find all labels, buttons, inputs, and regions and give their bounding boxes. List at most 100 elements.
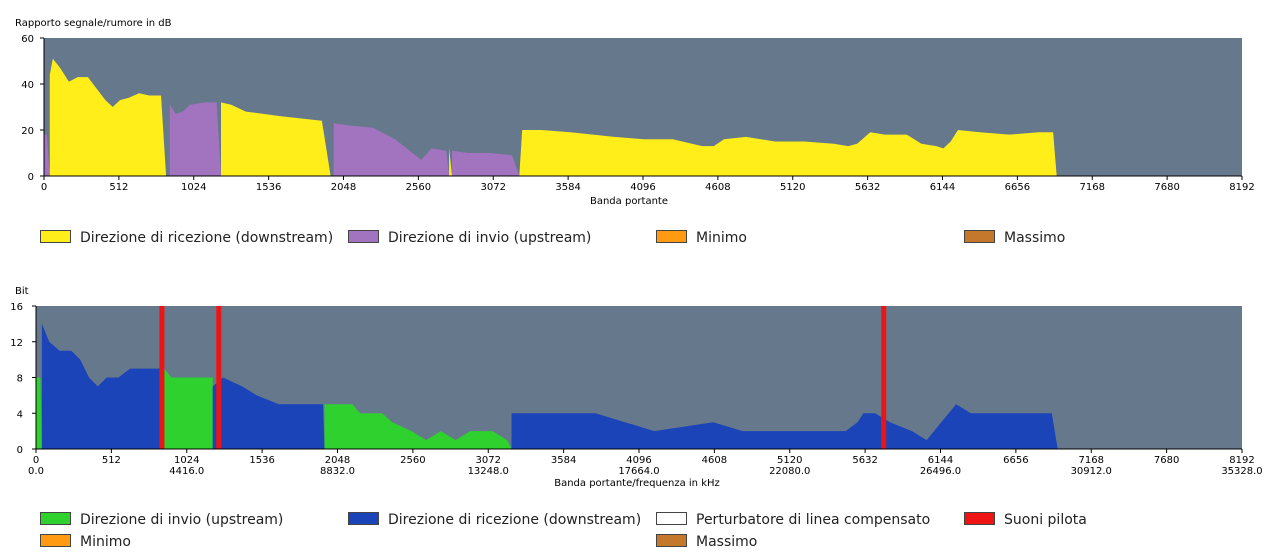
snr-legend-item-2: Minimo: [656, 230, 747, 246]
bit-x-tick-label: 0: [33, 455, 39, 466]
snr-legend-label-1: Direzione di invio (upstream): [388, 230, 591, 246]
bit-axes: 0 512 1024 1536 2048 2560 3072 3584 4096 4608 5120…: [10, 302, 1262, 477]
snr-y-tick-label: 60: [21, 34, 34, 45]
bit-x-tick-label: 1024: [174, 455, 199, 466]
snr-series-group: [44, 58, 1057, 177]
bit-x-freq-label: 8832.0: [320, 466, 355, 477]
snr-x-tick-label: 5632: [855, 182, 880, 193]
bit-x-tick-label: 7168: [1079, 455, 1104, 466]
bit-legend-item-5: Massimo: [656, 534, 757, 550]
bit-x-freq-label: 35328.0: [1221, 466, 1262, 477]
snr-legend-item-3: Massimo: [964, 230, 1065, 246]
bit-y-tick-label: 16: [10, 302, 23, 313]
bit-chart-title: Bit: [15, 286, 29, 297]
snr-legend-swatch-0: [40, 230, 71, 243]
snr-series-0-area-1: [221, 102, 331, 176]
bit-x-tick-label: 8192: [1229, 455, 1254, 466]
snr-series-1-area-0: [44, 134, 50, 176]
snr-series-0-area-3: [519, 130, 1057, 176]
bit-x-tick-label: 3584: [551, 455, 576, 466]
snr-legend-item-0: Direzione di ricezione (downstream): [40, 230, 333, 246]
snr-x-tick-label: 8192: [1229, 182, 1254, 193]
bit-x-tick-label: 3072: [476, 455, 501, 466]
bit-x-tick-label: 512: [102, 455, 121, 466]
snr-series-1-area-2: [333, 123, 450, 176]
bit-x-tick-label: 6656: [1003, 455, 1028, 466]
bit-x-freq-label: 26496.0: [920, 466, 961, 477]
snr-axes: 0 512 1024 1536 2048 2560 3072 3584 4096 4608 5120…: [21, 34, 1254, 193]
bit-y-tick-label: 4: [17, 409, 23, 420]
bit-y-tick-label: 8: [17, 374, 23, 385]
bit-legend-swatch-5: [656, 534, 687, 547]
snr-legend-item-1: Direzione di invio (upstream): [348, 230, 591, 246]
bit-series-0-area-2: [324, 404, 512, 449]
bit-legend-label-0: Direzione di invio (upstream): [80, 512, 283, 528]
bit-legend-label-5: Massimo: [696, 534, 757, 550]
snr-x-tick-label: 1024: [181, 182, 206, 193]
snr-x-tick-label: 2560: [406, 182, 431, 193]
snr-series-1-area-1: [169, 102, 221, 176]
snr-legend-swatch-1: [348, 230, 379, 243]
bit-legend-item-0: Direzione di invio (upstream): [40, 512, 283, 528]
bit-series-0-area-0: [36, 377, 42, 449]
bit-y-tick-label: 12: [10, 338, 23, 349]
snr-x-tick-label: 4608: [705, 182, 730, 193]
bit-legend-label-2: Perturbatore di linea compensato: [696, 512, 930, 528]
snr-legend-swatch-3: [964, 230, 995, 243]
snr-x-tick-label: 3072: [481, 182, 506, 193]
bit-legend-label-3: Suoni pilota: [1004, 512, 1087, 528]
bit-legend-item-1: Direzione di ricezione (downstream): [348, 512, 641, 528]
snr-series-0-area-0: [49, 58, 167, 177]
bit-legend-label-4: Minimo: [80, 534, 131, 550]
bit-legend-swatch-1: [348, 512, 379, 525]
snr-x-tick-label: 5120: [780, 182, 805, 193]
bit-legend-item-2: Perturbatore di linea compensato: [656, 512, 930, 528]
bit-series-1-area-2: [511, 404, 1058, 449]
snr-legend-label-2: Minimo: [696, 230, 747, 246]
snr-legend-swatch-2: [656, 230, 687, 243]
bit-xlabel: Banda portante/frequenza in kHz: [554, 478, 720, 489]
bit-legend-label-1: Direzione di ricezione (downstream): [388, 512, 641, 528]
bit-series-1-area-0: [41, 323, 165, 449]
pilot-tone-0: [159, 306, 165, 449]
snr-chart-title: Rapporto segnale/rumore in dB: [15, 18, 172, 29]
bit-x-tick-label: 5120: [777, 455, 802, 466]
snr-legend-label-0: Direzione di ricezione (downstream): [80, 230, 333, 246]
snr-chart: Rapporto segnale/rumore in dB 0 512 1024 15…: [15, 18, 1255, 246]
bit-legend-swatch-3: [964, 512, 995, 525]
bit-y-tick-label: 0: [17, 445, 23, 456]
bit-x-freq-label: 30912.0: [1071, 466, 1112, 477]
snr-x-tick-label: 0: [41, 182, 47, 193]
snr-x-tick-label: 2048: [331, 182, 356, 193]
snr-xlabel: Banda portante: [590, 196, 668, 207]
snr-x-tick-label: 3584: [555, 182, 580, 193]
bit-x-freq-label: 13248.0: [468, 466, 509, 477]
bit-legend-item-4: Minimo: [40, 534, 131, 550]
bit-legend-swatch-2: [656, 512, 687, 525]
pilot-tone-1: [216, 306, 222, 449]
bit-legend-swatch-0: [40, 512, 71, 525]
bit-x-tick-label: 7680: [1154, 455, 1179, 466]
bit-legend: Direzione di invio (upstream) Direzione d…: [40, 512, 1087, 550]
snr-x-tick-label: 7680: [1154, 182, 1179, 193]
bit-x-tick-label: 2560: [400, 455, 425, 466]
bit-x-tick-label: 5632: [852, 455, 877, 466]
snr-y-tick-label: 0: [28, 172, 34, 183]
snr-series-1-area-3: [452, 150, 520, 176]
bit-legend-swatch-4: [40, 534, 71, 547]
bit-x-freq-label: 4416.0: [169, 466, 204, 477]
snr-x-tick-label: 512: [109, 182, 128, 193]
snr-x-tick-label: 6144: [930, 182, 955, 193]
bit-x-tick-label: 4096: [626, 455, 651, 466]
snr-y-tick-label: 40: [21, 80, 34, 91]
snr-series-0-area-2: [449, 148, 452, 176]
bit-chart: Bit 0 512 1024 1536 2048 2560 3072 3584 4096 4608…: [10, 286, 1262, 550]
snr-x-tick-label: 4096: [630, 182, 655, 193]
bit-x-freq-label: 17664.0: [618, 466, 659, 477]
bit-series-0-area-1: [164, 368, 213, 449]
bit-x-tick-label: 2048: [325, 455, 350, 466]
bit-series-1-area-1: [212, 377, 325, 449]
bit-x-tick-label: 1536: [249, 455, 274, 466]
bit-legend-item-3: Suoni pilota: [964, 512, 1087, 528]
